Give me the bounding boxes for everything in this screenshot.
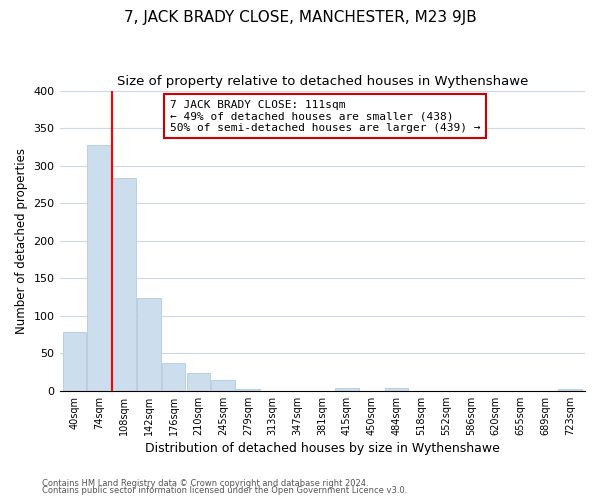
Bar [162, 363, 185, 390]
Bar [88, 144, 111, 390]
Title: Size of property relative to detached houses in Wythenshawe: Size of property relative to detached ho… [116, 75, 528, 88]
Y-axis label: Number of detached properties: Number of detached properties [15, 148, 28, 334]
Text: Contains HM Land Registry data © Crown copyright and database right 2024.: Contains HM Land Registry data © Crown c… [42, 478, 368, 488]
Bar [211, 380, 235, 390]
Text: 7, JACK BRADY CLOSE, MANCHESTER, M23 9JB: 7, JACK BRADY CLOSE, MANCHESTER, M23 9JB [124, 10, 476, 25]
Bar [187, 372, 210, 390]
Bar [137, 298, 161, 390]
Bar [236, 389, 260, 390]
Bar [385, 388, 409, 390]
Text: 7 JACK BRADY CLOSE: 111sqm
← 49% of detached houses are smaller (438)
50% of sem: 7 JACK BRADY CLOSE: 111sqm ← 49% of deta… [170, 100, 481, 133]
Text: Contains public sector information licensed under the Open Government Licence v3: Contains public sector information licen… [42, 486, 407, 495]
Bar [335, 388, 359, 390]
Bar [62, 332, 86, 390]
Bar [559, 389, 582, 390]
Bar [112, 178, 136, 390]
X-axis label: Distribution of detached houses by size in Wythenshawe: Distribution of detached houses by size … [145, 442, 500, 455]
